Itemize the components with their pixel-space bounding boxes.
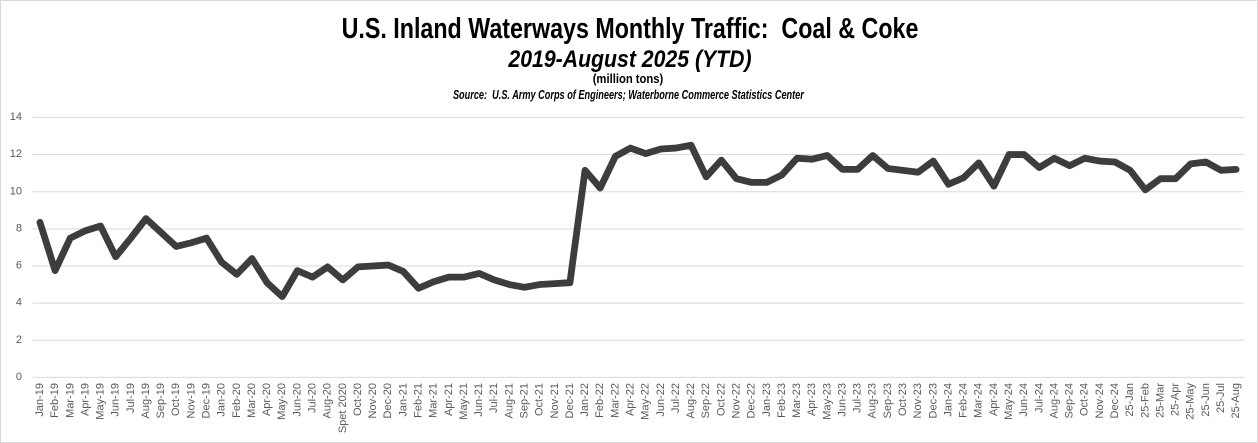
svg-text:Nov-20: Nov-20 <box>367 383 379 418</box>
svg-text:Nov-24: Nov-24 <box>1094 383 1106 418</box>
svg-text:Jul-22: Jul-22 <box>670 383 682 413</box>
svg-text:Sep-19: Sep-19 <box>155 383 167 418</box>
svg-text:Mar-19: Mar-19 <box>64 383 76 418</box>
svg-text:May-22: May-22 <box>640 383 652 420</box>
svg-text:Jan-20: Jan-20 <box>216 383 228 417</box>
svg-text:May-24: May-24 <box>1003 383 1015 420</box>
svg-text:Jun-22: Jun-22 <box>655 383 667 417</box>
svg-text:Sep-22: Sep-22 <box>700 383 712 418</box>
svg-text:Apr-20: Apr-20 <box>261 383 273 416</box>
svg-text:Mar-21: Mar-21 <box>428 383 440 418</box>
svg-text:25-Apr: 25-Apr <box>1170 383 1182 416</box>
svg-text:6: 6 <box>16 260 22 272</box>
svg-text:Oct-19: Oct-19 <box>170 383 182 416</box>
svg-text:Feb-19: Feb-19 <box>49 383 61 418</box>
svg-text:25-Mar: 25-Mar <box>1154 383 1166 418</box>
svg-text:May-21: May-21 <box>458 383 470 420</box>
svg-text:Apr-21: Apr-21 <box>443 383 455 416</box>
svg-text:May-19: May-19 <box>95 383 107 420</box>
svg-text:Jul-24: Jul-24 <box>1033 383 1045 413</box>
svg-text:Aug-22: Aug-22 <box>685 383 697 418</box>
svg-text:Sep-23: Sep-23 <box>882 383 894 418</box>
svg-text:Mar-22: Mar-22 <box>609 383 621 418</box>
svg-text:Mar-20: Mar-20 <box>246 383 258 418</box>
svg-text:Oct-24: Oct-24 <box>1079 383 1091 416</box>
svg-text:Apr-23: Apr-23 <box>806 383 818 416</box>
svg-text:Jun-19: Jun-19 <box>110 383 122 417</box>
svg-text:Jan-19: Jan-19 <box>34 383 46 417</box>
svg-text:25-Jul: 25-Jul <box>1215 383 1227 413</box>
svg-text:Oct-20: Oct-20 <box>352 383 364 416</box>
svg-text:8: 8 <box>16 222 22 234</box>
svg-text:Aug-23: Aug-23 <box>867 383 879 418</box>
svg-text:25-Feb: 25-Feb <box>1139 383 1151 418</box>
svg-text:Nov-23: Nov-23 <box>912 383 924 418</box>
svg-text:Dec-22: Dec-22 <box>746 383 758 418</box>
svg-text:Jun-23: Jun-23 <box>836 383 848 417</box>
svg-text:Apr-19: Apr-19 <box>79 383 91 416</box>
svg-text:Aug-24: Aug-24 <box>1048 383 1060 418</box>
svg-text:Mar-23: Mar-23 <box>791 383 803 418</box>
svg-text:Aug-19: Aug-19 <box>140 383 152 418</box>
svg-text:0: 0 <box>16 371 22 383</box>
svg-text:Oct-23: Oct-23 <box>897 383 909 416</box>
svg-text:Dec-21: Dec-21 <box>564 383 576 418</box>
svg-text:10: 10 <box>10 185 22 197</box>
svg-text:Jun-24: Jun-24 <box>1018 383 1030 417</box>
svg-text:Dec-20: Dec-20 <box>382 383 394 418</box>
svg-text:Jan-24: Jan-24 <box>942 383 954 417</box>
svg-text:Apr-22: Apr-22 <box>624 383 636 416</box>
svg-text:Nov-22: Nov-22 <box>730 383 742 418</box>
svg-text:Sep-21: Sep-21 <box>518 383 530 418</box>
svg-text:Mar-24: Mar-24 <box>973 383 985 418</box>
svg-text:Feb-22: Feb-22 <box>594 383 606 418</box>
svg-text:Jun-21: Jun-21 <box>473 383 485 417</box>
svg-text:Aug-21: Aug-21 <box>503 383 515 418</box>
svg-text:25-Jan: 25-Jan <box>1124 383 1136 417</box>
svg-text:Jan-21: Jan-21 <box>397 383 409 417</box>
svg-text:Feb-20: Feb-20 <box>231 383 243 418</box>
svg-text:Dec-19: Dec-19 <box>201 383 213 418</box>
svg-text:Jul-21: Jul-21 <box>488 383 500 413</box>
svg-text:2: 2 <box>16 334 22 346</box>
svg-text:Dec-24: Dec-24 <box>1109 383 1121 418</box>
svg-text:Feb-23: Feb-23 <box>776 383 788 418</box>
svg-text:4: 4 <box>16 297 22 309</box>
svg-text:Nov-19: Nov-19 <box>185 383 197 418</box>
svg-text:Aug-20: Aug-20 <box>322 383 334 418</box>
svg-text:Jul-23: Jul-23 <box>852 383 864 413</box>
svg-text:Sep-24: Sep-24 <box>1064 383 1076 418</box>
svg-text:14: 14 <box>10 111 22 123</box>
svg-text:Dec-23: Dec-23 <box>927 383 939 418</box>
svg-text:May-23: May-23 <box>821 383 833 420</box>
svg-text:Oct-21: Oct-21 <box>534 383 546 416</box>
svg-text:25-Aug: 25-Aug <box>1230 383 1242 418</box>
svg-text:Apr-24: Apr-24 <box>988 383 1000 416</box>
svg-text:Feb-24: Feb-24 <box>958 383 970 418</box>
svg-text:Jan-23: Jan-23 <box>761 383 773 417</box>
svg-text:Feb-21: Feb-21 <box>413 383 425 418</box>
svg-text:Jan-22: Jan-22 <box>579 383 591 417</box>
svg-text:12: 12 <box>10 148 22 160</box>
svg-text:25-Jun: 25-Jun <box>1200 383 1212 417</box>
svg-text:Spet 2020: Spet 2020 <box>337 383 349 433</box>
svg-text:May-20: May-20 <box>276 383 288 420</box>
svg-text:Oct-22: Oct-22 <box>715 383 727 416</box>
svg-text:Jun-20: Jun-20 <box>291 383 303 417</box>
svg-text:25-May: 25-May <box>1185 383 1197 420</box>
svg-text:Jul-19: Jul-19 <box>125 383 137 413</box>
svg-text:Jul-20: Jul-20 <box>307 383 319 413</box>
svg-text:Nov-21: Nov-21 <box>549 383 561 418</box>
